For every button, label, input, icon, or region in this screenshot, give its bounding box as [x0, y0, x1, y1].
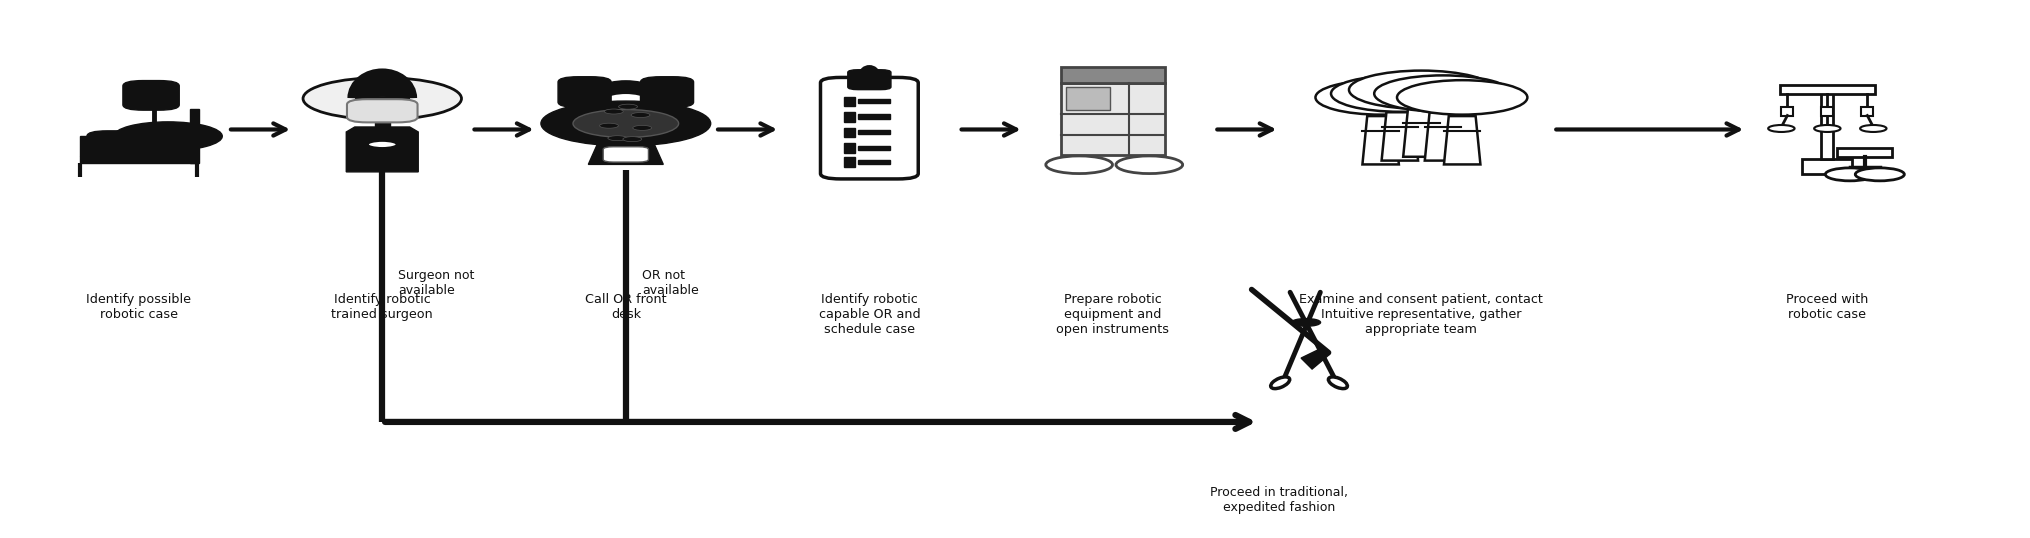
Circle shape	[1315, 80, 1445, 115]
FancyBboxPatch shape	[844, 97, 855, 106]
Text: Proceed with
robotic case: Proceed with robotic case	[1784, 293, 1868, 321]
FancyBboxPatch shape	[857, 160, 889, 164]
FancyBboxPatch shape	[81, 157, 197, 163]
Circle shape	[607, 136, 627, 140]
FancyBboxPatch shape	[81, 136, 197, 157]
FancyBboxPatch shape	[1060, 83, 1165, 155]
FancyBboxPatch shape	[857, 146, 889, 150]
FancyBboxPatch shape	[603, 147, 648, 162]
Polygon shape	[1301, 349, 1330, 369]
FancyBboxPatch shape	[1778, 84, 1874, 94]
FancyBboxPatch shape	[1859, 107, 1872, 116]
Circle shape	[572, 110, 678, 138]
FancyBboxPatch shape	[857, 115, 889, 118]
Circle shape	[633, 125, 652, 130]
Text: Identify robotic
trained surgeon: Identify robotic trained surgeon	[331, 293, 432, 321]
FancyBboxPatch shape	[639, 77, 692, 108]
FancyBboxPatch shape	[1066, 87, 1110, 110]
Circle shape	[605, 109, 623, 114]
Polygon shape	[589, 142, 664, 165]
FancyBboxPatch shape	[847, 70, 891, 90]
Circle shape	[1348, 70, 1494, 109]
FancyBboxPatch shape	[376, 117, 390, 128]
Text: OR not
available: OR not available	[641, 269, 698, 297]
Text: Prepare robotic
equipment and
open instruments: Prepare robotic equipment and open instr…	[1056, 293, 1169, 336]
FancyBboxPatch shape	[844, 144, 855, 153]
Ellipse shape	[1328, 377, 1346, 388]
Text: Surgeon not
available: Surgeon not available	[398, 269, 475, 297]
FancyBboxPatch shape	[1821, 107, 1833, 116]
Circle shape	[302, 77, 461, 119]
Polygon shape	[1443, 116, 1480, 165]
FancyBboxPatch shape	[124, 81, 179, 110]
FancyBboxPatch shape	[191, 109, 199, 163]
Circle shape	[1114, 156, 1181, 174]
FancyBboxPatch shape	[1837, 148, 1892, 157]
FancyBboxPatch shape	[1780, 107, 1792, 116]
Text: Call OR front
desk: Call OR front desk	[585, 293, 666, 321]
FancyBboxPatch shape	[87, 131, 177, 160]
Circle shape	[1374, 75, 1510, 112]
Circle shape	[619, 104, 637, 109]
Circle shape	[1291, 318, 1320, 326]
Circle shape	[599, 123, 617, 128]
Circle shape	[1330, 75, 1468, 112]
Text: Proceed in traditional,
expedited fashion: Proceed in traditional, expedited fashio…	[1210, 486, 1348, 514]
Text: Identify possible
robotic case: Identify possible robotic case	[85, 293, 191, 321]
FancyBboxPatch shape	[820, 77, 918, 179]
FancyBboxPatch shape	[1821, 90, 1833, 159]
Circle shape	[367, 140, 398, 148]
FancyBboxPatch shape	[857, 130, 889, 134]
FancyBboxPatch shape	[1801, 159, 1851, 174]
Polygon shape	[347, 127, 418, 172]
FancyBboxPatch shape	[844, 128, 855, 137]
Text: Examine and consent patient, contact
Intuitive representative, gather
appropriat: Examine and consent patient, contact Int…	[1299, 293, 1543, 336]
Circle shape	[1768, 125, 1795, 132]
Ellipse shape	[1271, 377, 1289, 388]
FancyBboxPatch shape	[347, 99, 418, 122]
Polygon shape	[1425, 112, 1460, 161]
Polygon shape	[1380, 112, 1417, 161]
Circle shape	[623, 137, 641, 141]
Circle shape	[1045, 156, 1112, 174]
FancyBboxPatch shape	[844, 158, 855, 167]
Circle shape	[540, 101, 710, 146]
Circle shape	[631, 112, 650, 117]
Circle shape	[114, 122, 221, 151]
FancyBboxPatch shape	[558, 77, 611, 108]
Text: Identify robotic
capable OR and
schedule case: Identify robotic capable OR and schedule…	[818, 293, 920, 336]
FancyBboxPatch shape	[857, 99, 889, 103]
Polygon shape	[1403, 109, 1439, 157]
Circle shape	[1853, 168, 1904, 181]
FancyBboxPatch shape	[1060, 67, 1165, 83]
Circle shape	[1397, 80, 1527, 115]
Circle shape	[1825, 168, 1874, 181]
Circle shape	[1859, 125, 1886, 132]
FancyBboxPatch shape	[844, 112, 855, 122]
Polygon shape	[1362, 116, 1399, 165]
Circle shape	[1813, 125, 1839, 132]
